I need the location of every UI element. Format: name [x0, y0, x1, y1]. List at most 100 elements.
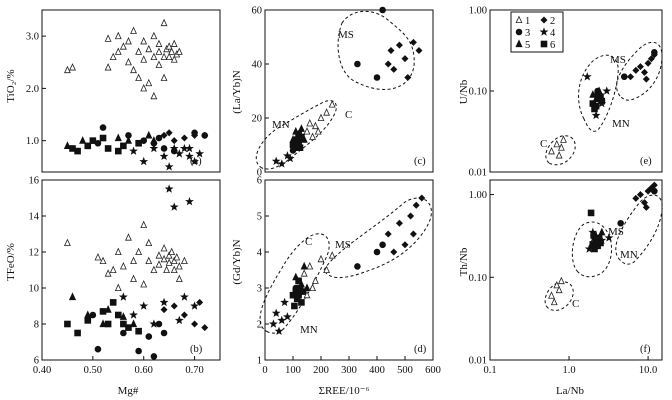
panel-d-point-g3: [373, 248, 381, 256]
panel-e-point-g2: [647, 55, 655, 63]
panel-c-point-g1: [323, 108, 331, 116]
panel-e-point-g2: [640, 68, 648, 76]
panel-e-point-g4: [582, 72, 592, 81]
panel-e-point-g2: [636, 63, 644, 71]
legend-symbol-3: [515, 28, 523, 36]
panel-e-point-g6: [597, 93, 604, 101]
panel-a-point-g5: [124, 136, 133, 144]
panel-a-point-g2: [160, 131, 168, 139]
panel-c-point-g4: [277, 159, 287, 168]
panel-b-point-g1: [135, 247, 143, 256]
panel-f-point-g2: [632, 194, 640, 202]
panel-b-point-g6: [135, 327, 142, 335]
panel-b-label: (b): [190, 344, 203, 355]
panel-b-point-g4: [164, 184, 174, 193]
legend-label-1: 1: [525, 16, 530, 27]
panel-e-ytick-label: 0.01: [469, 168, 487, 179]
panel-a-point-g1: [130, 26, 137, 34]
panel-b-point-g1: [114, 283, 122, 292]
panel-d-label: (d): [414, 344, 427, 355]
panel-d-xtick-label: 0: [262, 365, 267, 376]
panel-a-point-g4: [169, 143, 179, 153]
panel-c-point-g5: [297, 124, 305, 132]
panel-b-point-g1: [175, 262, 183, 270]
panel-b-point-g2: [201, 324, 209, 332]
legend-symbol-5: [515, 39, 523, 48]
panel-e-point-g3: [620, 73, 628, 81]
panel-a-point-g1: [130, 65, 137, 74]
panel-a-point-g1: [114, 47, 122, 55]
panel-b-point-g1: [170, 265, 178, 274]
legend-symbol-2: [540, 16, 548, 24]
panel-a-point-g1: [135, 47, 143, 55]
panel-b-ytick-label: 10: [29, 284, 40, 295]
panel-b-point-g1: [64, 238, 71, 247]
panel-f-point-g2: [642, 203, 650, 211]
panel-a-point-g5: [63, 141, 72, 149]
panel-c-point-g2: [387, 46, 395, 55]
panel-f-point-g6: [595, 234, 603, 242]
panel-b-point-g1: [155, 251, 163, 259]
panel-b-frame: [41, 179, 221, 361]
panel-a-point-g4: [185, 143, 194, 153]
panel-b-point-g5: [68, 292, 77, 301]
panel-d-point-g4: [269, 319, 278, 328]
panel-c-ytick-label: 60: [252, 6, 263, 17]
legend-label-3: 3: [525, 28, 530, 39]
panel-b-point-g4: [169, 202, 179, 211]
panel-d-xlabel: ΣREE/10⁻⁶: [319, 385, 370, 397]
panel-c-ylabel: (La/Yb)N: [231, 70, 243, 113]
panel-d-point-g1: [317, 254, 325, 263]
panel-c-ytick-label: 20: [252, 114, 263, 125]
panel-b-point-g6: [64, 320, 71, 328]
panel-c-point-g2: [401, 55, 409, 63]
panel-f-point-g2: [640, 199, 648, 207]
panel-f-ylabel: Th/Nb: [458, 247, 470, 276]
panel-f-point-g1: [557, 276, 565, 285]
panel-b-point-g4: [149, 319, 159, 328]
panel-d-point-g2: [395, 219, 403, 227]
panel-a-point-g1: [104, 34, 112, 42]
panel-f-point-g1: [555, 285, 563, 294]
panel-e-point-g2: [642, 75, 650, 83]
panel-b-point-g1: [119, 262, 127, 270]
panel-b-point-g1: [155, 260, 163, 268]
panel-a-point-g6: [120, 142, 127, 150]
panel-b-point-g6: [84, 317, 92, 324]
panel-e-annot-c: C: [540, 138, 547, 150]
panel-d-point-g4: [280, 297, 289, 307]
panel-a-point-g4: [190, 156, 199, 166]
panel-b-point-g4: [185, 196, 194, 206]
panel-a-point-g1: [165, 52, 173, 61]
panel-d-ytick-label: 4: [257, 248, 263, 259]
panel-a-point-g1: [160, 52, 168, 61]
panel-a-point-g3: [160, 145, 168, 152]
panel-e-ytick-label: 0.10: [469, 87, 487, 98]
panel-b-point-g4: [159, 297, 169, 307]
panel-b-point-g1: [140, 220, 148, 229]
panel-b-point-g3: [135, 347, 142, 355]
panel-b-point-g1: [170, 256, 178, 265]
panel-d-point-g6: [299, 288, 307, 295]
panel-b-point-g3: [89, 311, 97, 319]
panel-d-ytick-label: 6: [257, 176, 262, 187]
panel-b-point-g4: [174, 315, 184, 325]
panel-f-ytick-label: 0.01: [469, 356, 487, 367]
panel-f-ytick-label: 1.00: [469, 190, 487, 201]
panel-f-point-g5: [598, 227, 606, 236]
panel-a-point-g4: [129, 146, 138, 155]
panel-a-point-g1: [155, 47, 163, 55]
legend-symbol-1: [515, 15, 523, 24]
panel-a-point-g3: [201, 132, 209, 139]
panel-b-point-g5: [99, 319, 107, 328]
panel-b-point-g2: [180, 311, 188, 319]
panel-b-point-g2: [191, 320, 199, 328]
panel-a-point-g2: [180, 134, 188, 142]
panel-f-ytick-label: 0.10: [469, 273, 487, 284]
panel-b-point-g2: [170, 302, 178, 310]
panel-f-point-g1: [553, 280, 561, 289]
panel-a-point-g6: [135, 139, 142, 147]
panel-b-point-g1: [173, 253, 181, 261]
panel-b-ytick-label: 14: [29, 212, 40, 223]
